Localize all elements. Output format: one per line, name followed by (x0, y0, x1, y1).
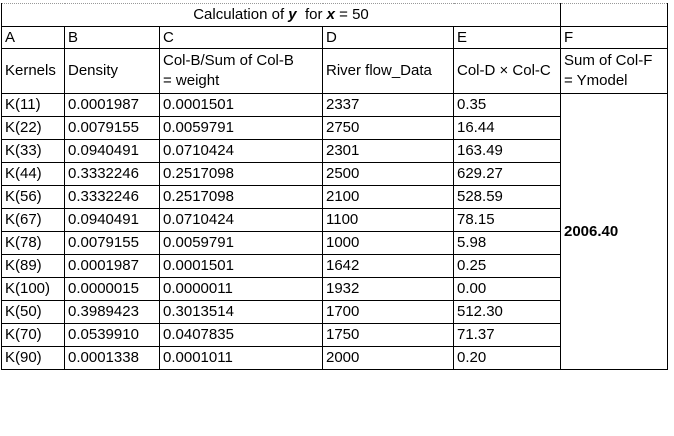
density-cell: 0.0001987 (64, 254, 160, 278)
weight-cell: 0.0001501 (159, 93, 323, 117)
kernel-cell: K(78) (1, 231, 65, 255)
weight-cell: 0.2517098 (159, 185, 323, 209)
density-cell: 0.0539910 (64, 323, 160, 347)
product-cell: 0.20 (453, 346, 561, 370)
river-flow-cell: 2750 (322, 116, 454, 140)
product-cell: 0.35 (453, 93, 561, 117)
title-blank-cell (560, 3, 668, 27)
table-row: K(33) 0.0940491 0.0710424 2301 163.49 (1, 139, 668, 163)
density-cell: 0.0079155 (64, 116, 160, 140)
header-weight-line2: = weight (163, 72, 220, 89)
title-x-symbol: x (326, 6, 335, 23)
header-product: Col-D × Col-C (453, 48, 561, 94)
calculation-table-container: Calculation of y for x = 50 A B C D E F … (1, 3, 668, 370)
product-cell: 629.27 (453, 162, 561, 186)
kernel-cell: K(44) (1, 162, 65, 186)
weight-cell: 0.0059791 (159, 231, 323, 255)
table-row: K(11) 0.0001987 0.0001501 2337 0.35 2006.40 (1, 93, 668, 370)
density-cell: 0.0000015 (64, 277, 160, 301)
table-row: K(78) 0.0079155 0.0059791 1000 5.98 (1, 231, 668, 255)
density-cell: 0.0001338 (64, 346, 160, 370)
header-weight: Col-B/Sum of Col-B = weight (159, 48, 323, 94)
title-middle: for (296, 6, 327, 23)
product-cell: 16.44 (453, 116, 561, 140)
header-kernels: Kernels (1, 48, 65, 94)
ymodel-sum-cell: 2006.40 (560, 93, 668, 370)
weight-cell: 0.0000011 (159, 277, 323, 301)
river-flow-cell: 2000 (322, 346, 454, 370)
river-flow-cell: 1642 (322, 254, 454, 278)
density-cell: 0.0940491 (64, 208, 160, 232)
kernel-cell: K(56) (1, 185, 65, 209)
river-flow-cell: 2100 (322, 185, 454, 209)
column-letter-e: E (453, 26, 561, 49)
density-cell: 0.3332246 (64, 185, 160, 209)
column-letter-a: A (1, 26, 65, 49)
weight-cell: 0.2517098 (159, 162, 323, 186)
product-cell: 5.98 (453, 231, 561, 255)
river-flow-cell: 1932 (322, 277, 454, 301)
title-prefix: Calculation of (193, 6, 289, 23)
river-flow-cell: 1700 (322, 300, 454, 324)
column-letter-f: F (560, 26, 668, 49)
title-y-symbol: y (288, 6, 297, 23)
table-row: K(22) 0.0079155 0.0059791 2750 16.44 (1, 116, 668, 140)
density-cell: 0.3332246 (64, 162, 160, 186)
header-river-flow: River flow_Data (322, 48, 454, 94)
river-flow-cell: 2337 (322, 93, 454, 117)
weight-cell: 0.0001501 (159, 254, 323, 278)
product-cell: 71.37 (453, 323, 561, 347)
calculation-table: Calculation of y for x = 50 A B C D E F … (1, 3, 668, 370)
table-title: Calculation of y for x = 50 (1, 3, 561, 27)
header-density: Density (64, 48, 160, 94)
river-flow-cell: 1100 (322, 208, 454, 232)
product-cell: 512.30 (453, 300, 561, 324)
weight-cell: 0.0710424 (159, 139, 323, 163)
weight-cell: 0.0407835 (159, 323, 323, 347)
kernel-cell: K(50) (1, 300, 65, 324)
table-row: K(56) 0.3332246 0.2517098 2100 528.59 (1, 185, 668, 209)
column-letter-row: A B C D E F (1, 26, 668, 49)
density-cell: 0.0001987 (64, 93, 160, 117)
table-row: K(44) 0.3332246 0.2517098 2500 629.27 (1, 162, 668, 186)
product-cell: 78.15 (453, 208, 561, 232)
title-suffix: = 50 (334, 6, 369, 23)
product-cell: 528.59 (453, 185, 561, 209)
column-letter-c: C (159, 26, 323, 49)
kernel-cell: K(11) (1, 93, 65, 117)
river-flow-cell: 2301 (322, 139, 454, 163)
data-rows: K(11) 0.0001987 0.0001501 2337 0.35 2006.40 K(… (1, 93, 668, 370)
kernel-cell: K(100) (1, 277, 65, 301)
kernel-cell: K(90) (1, 346, 65, 370)
title-row: Calculation of y for x = 50 (1, 3, 668, 27)
kernel-cell: K(33) (1, 139, 65, 163)
table-row: K(50) 0.3989423 0.3013514 1700 512.30 (1, 300, 668, 324)
product-cell: 0.00 (453, 277, 561, 301)
weight-cell: 0.0001011 (159, 346, 323, 370)
river-flow-cell: 1750 (322, 323, 454, 347)
density-cell: 0.0079155 (64, 231, 160, 255)
product-cell: 0.25 (453, 254, 561, 278)
table-row: K(67) 0.0940491 0.0710424 1100 78.15 (1, 208, 668, 232)
header-row: Kernels Density Col-B/Sum of Col-B = weig… (1, 48, 668, 94)
header-weight-line1: Col-B/Sum of Col-B (163, 52, 294, 69)
river-flow-cell: 1000 (322, 231, 454, 255)
river-flow-cell: 2500 (322, 162, 454, 186)
kernel-cell: K(89) (1, 254, 65, 278)
weight-cell: 0.3013514 (159, 300, 323, 324)
kernel-cell: K(70) (1, 323, 65, 347)
table-row: K(90) 0.0001338 0.0001011 2000 0.20 (1, 346, 668, 370)
kernel-cell: K(67) (1, 208, 65, 232)
column-letter-d: D (322, 26, 454, 49)
header-ymodel-line1: Sum of Col-F (564, 52, 653, 69)
product-cell: 163.49 (453, 139, 561, 163)
kernel-cell: K(22) (1, 116, 65, 140)
density-cell: 0.3989423 (64, 300, 160, 324)
header-ymodel-line2: = Ymodel (564, 72, 628, 89)
density-cell: 0.0940491 (64, 139, 160, 163)
weight-cell: 0.0059791 (159, 116, 323, 140)
header-ymodel: Sum of Col-F = Ymodel (560, 48, 668, 94)
column-letter-b: B (64, 26, 160, 49)
weight-cell: 0.0710424 (159, 208, 323, 232)
